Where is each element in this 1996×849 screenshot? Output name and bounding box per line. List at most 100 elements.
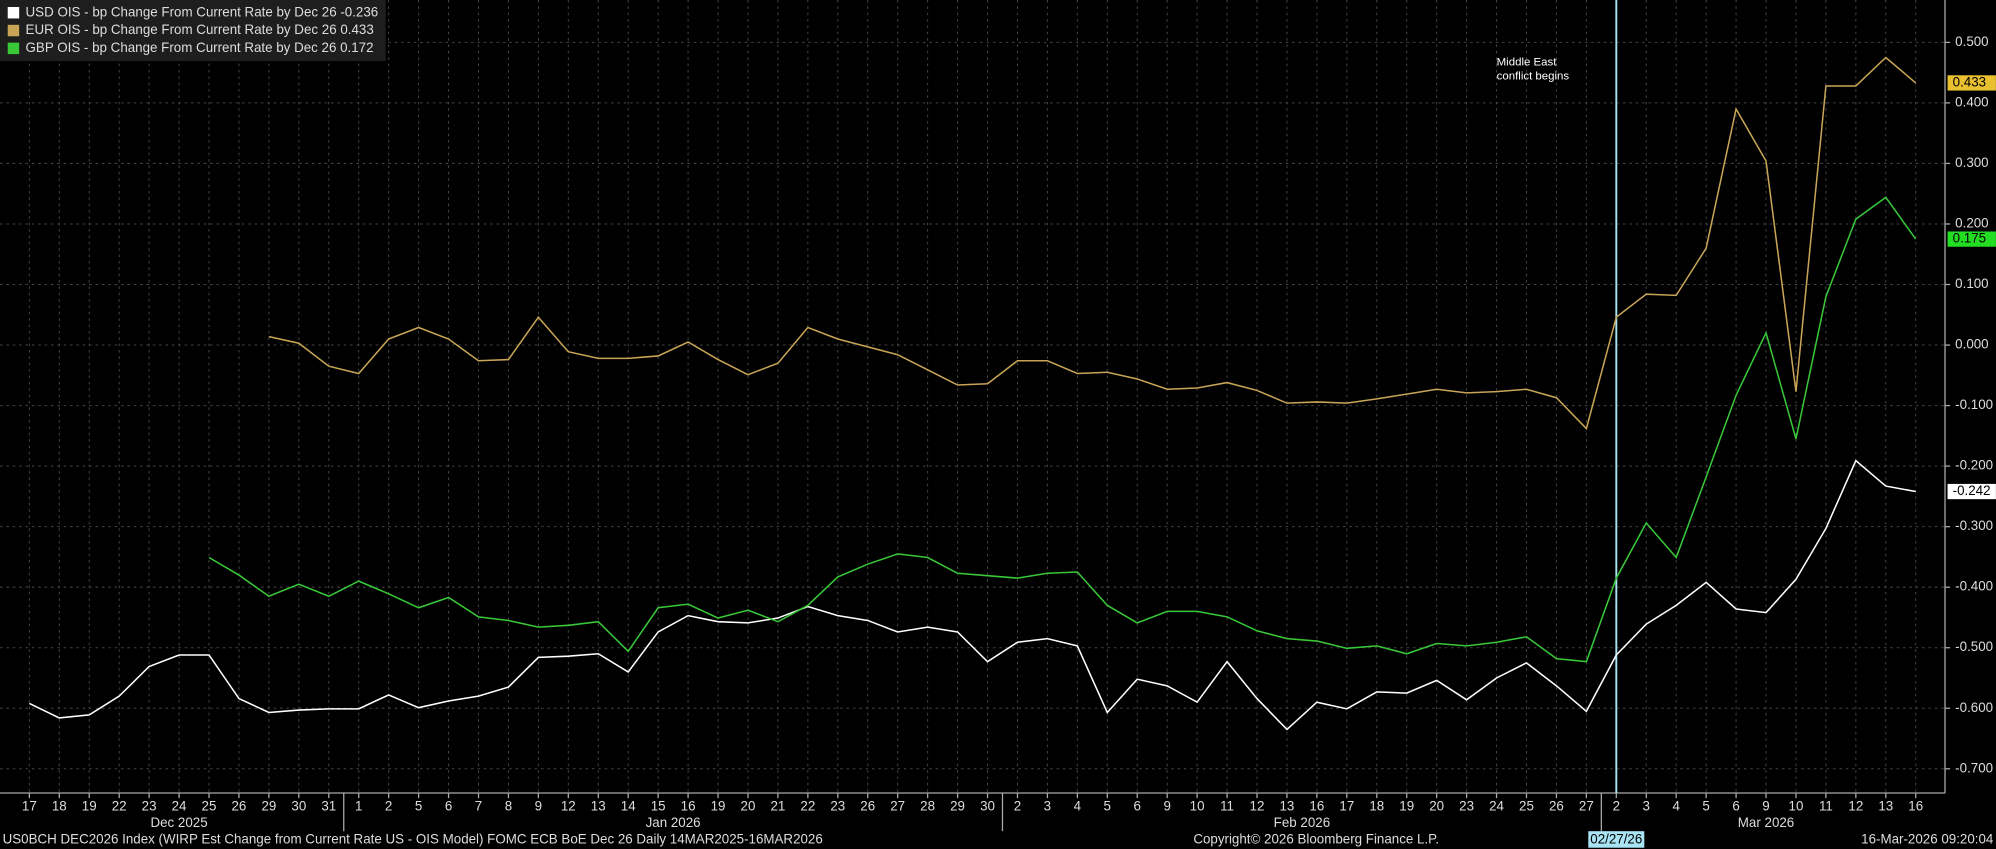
x-tick-label: 30 xyxy=(291,799,306,814)
x-group-label: Feb 2026 xyxy=(1274,815,1330,830)
x-tick-label: 16 xyxy=(1908,799,1923,814)
event-annotation: conflict begins xyxy=(1497,70,1570,82)
x-tick-label: 20 xyxy=(741,799,756,814)
y-tick-label: 0.000 xyxy=(1955,337,1988,352)
x-tick-label: 5 xyxy=(415,799,422,814)
x-tick-label: 24 xyxy=(172,799,187,814)
x-tick-label: 29 xyxy=(950,799,965,814)
x-tick-label: 19 xyxy=(1399,799,1414,814)
x-tick-label: 13 xyxy=(1280,799,1295,814)
x-tick-label: 10 xyxy=(1190,799,1205,814)
x-tick-label: 5 xyxy=(1702,799,1709,814)
y-tick-label: -0.700 xyxy=(1955,760,1993,775)
legend-box xyxy=(0,0,386,62)
x-group-label: Dec 2025 xyxy=(150,815,207,830)
x-tick-label: 9 xyxy=(1762,799,1769,814)
x-tick-label: 23 xyxy=(1459,799,1474,814)
y-tick-label: -0.200 xyxy=(1955,458,1993,473)
x-tick-label: 25 xyxy=(1519,799,1534,814)
legend-label: USD OIS - bp Change From Current Rate by… xyxy=(26,4,379,19)
x-tick-label: 12 xyxy=(1250,799,1265,814)
x-tick-label: 31 xyxy=(321,799,336,814)
x-tick-label: 19 xyxy=(82,799,97,814)
x-tick-label: 6 xyxy=(445,799,452,814)
x-tick-label: 13 xyxy=(1878,799,1893,814)
x-tick-label: 3 xyxy=(1643,799,1650,814)
x-tick-label: 5 xyxy=(1104,799,1111,814)
x-tick-label: 11 xyxy=(1220,799,1234,814)
x-tick-label: 23 xyxy=(830,799,845,814)
x-tick-label: 9 xyxy=(535,799,542,814)
x-tick-label: 17 xyxy=(22,799,37,814)
x-tick-label: 10 xyxy=(1789,799,1804,814)
x-tick-label: 12 xyxy=(561,799,576,814)
x-tick-label: 26 xyxy=(232,799,247,814)
footer-right: 16-Mar-2026 09:20:04 xyxy=(1861,832,1994,847)
y-tick-label: -0.100 xyxy=(1955,397,1993,412)
last-value-label: -0.242 xyxy=(1953,483,1991,498)
x-tick-label: 27 xyxy=(1579,799,1594,814)
x-tick-label: 15 xyxy=(651,799,666,814)
last-value-tag xyxy=(1947,75,1996,91)
event-date-label: 02/27/26 xyxy=(1590,832,1642,847)
footer-center: Copyright© 2026 Bloomberg Finance L.P. xyxy=(1193,832,1439,847)
y-tick-label: 0.400 xyxy=(1955,94,1988,109)
x-tick-label: 17 xyxy=(1339,799,1354,814)
last-value-label: 0.175 xyxy=(1953,231,1986,246)
x-tick-label: 19 xyxy=(711,799,726,814)
x-tick-label: 29 xyxy=(261,799,276,814)
x-tick-label: 22 xyxy=(800,799,815,814)
x-tick-label: 4 xyxy=(1672,799,1680,814)
last-value-tag xyxy=(1947,483,1996,500)
x-tick-label: 18 xyxy=(1369,799,1384,814)
x-tick-label: 14 xyxy=(621,799,636,814)
x-tick-label: 11 xyxy=(1819,799,1833,814)
legend-swatch xyxy=(7,24,20,37)
x-tick-label: 28 xyxy=(920,799,935,814)
event-date-box xyxy=(1588,831,1645,848)
x-tick-label: 18 xyxy=(52,799,67,814)
x-tick-label: 8 xyxy=(505,799,512,814)
x-tick-label: 4 xyxy=(1074,799,1082,814)
legend-swatch xyxy=(7,7,20,19)
footer-left: US0BCH DEC2026 Index (WIRP Est Change fr… xyxy=(3,832,823,847)
x-tick-label: 6 xyxy=(1134,799,1141,814)
series-line xyxy=(208,196,1917,663)
x-tick-label: 3 xyxy=(1044,799,1051,814)
x-tick-label: 27 xyxy=(890,799,905,814)
y-tick-label: 0.500 xyxy=(1955,34,1988,49)
y-tick-label: -0.600 xyxy=(1955,700,1993,715)
x-tick-label: 23 xyxy=(142,799,157,814)
x-tick-label: 2 xyxy=(385,799,392,814)
event-annotation: Middle East xyxy=(1497,56,1558,68)
last-value-label: 0.433 xyxy=(1953,74,1986,89)
x-tick-label: 26 xyxy=(1549,799,1564,814)
x-tick-label: 24 xyxy=(1489,799,1504,814)
x-tick-label: 6 xyxy=(1732,799,1739,814)
x-tick-label: 9 xyxy=(1163,799,1170,814)
legend-label: GBP OIS - bp Change From Current Rate by… xyxy=(26,40,374,55)
y-tick-label: -0.300 xyxy=(1955,518,1993,533)
y-tick-label: -0.500 xyxy=(1955,639,1993,654)
x-tick-label: 26 xyxy=(860,799,875,814)
series-line xyxy=(29,459,1916,731)
x-tick-label: 30 xyxy=(980,799,995,814)
x-tick-label: 22 xyxy=(112,799,127,814)
x-tick-label: 20 xyxy=(1429,799,1444,814)
y-tick-label: 0.200 xyxy=(1955,216,1988,231)
x-tick-label: 12 xyxy=(1848,799,1863,814)
x-tick-label: 1 xyxy=(355,799,362,814)
legend-label: EUR OIS - bp Change From Current Rate by… xyxy=(26,22,374,37)
x-tick-label: 21 xyxy=(770,799,785,814)
x-tick-label: 16 xyxy=(1309,799,1324,814)
x-tick-label: 16 xyxy=(681,799,696,814)
x-tick-label: 25 xyxy=(202,799,217,814)
y-tick-label: 0.300 xyxy=(1955,155,1988,170)
series-line xyxy=(268,56,1917,431)
x-tick-label: 13 xyxy=(591,799,606,814)
y-tick-label: -0.400 xyxy=(1955,579,1993,594)
last-value-tag xyxy=(1947,231,1996,247)
